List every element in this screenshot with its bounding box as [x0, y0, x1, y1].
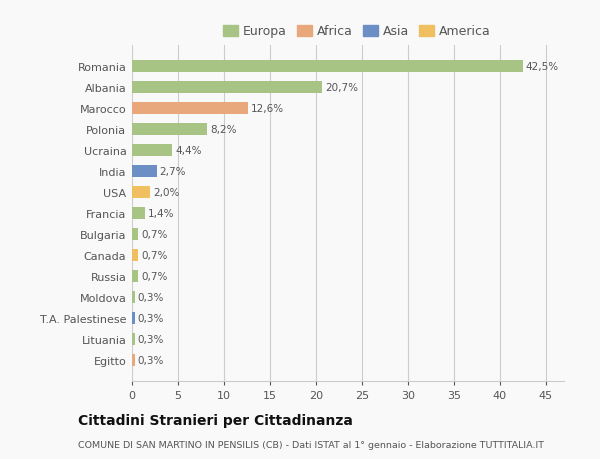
Text: 0,7%: 0,7% [141, 271, 167, 281]
Bar [132, 166, 157, 177]
Bar [132, 270, 139, 282]
Text: 0,3%: 0,3% [137, 292, 164, 302]
Text: 0,3%: 0,3% [137, 334, 164, 344]
Text: 20,7%: 20,7% [325, 83, 358, 93]
Bar [132, 229, 139, 240]
Text: 1,4%: 1,4% [148, 208, 174, 218]
Bar [132, 187, 151, 198]
Text: Cittadini Stranieri per Cittadinanza: Cittadini Stranieri per Cittadinanza [78, 414, 353, 428]
Bar [132, 61, 523, 73]
Text: 12,6%: 12,6% [251, 104, 284, 114]
Text: 4,4%: 4,4% [175, 146, 202, 156]
Bar [132, 354, 135, 366]
Legend: Europa, Africa, Asia, America: Europa, Africa, Asia, America [223, 25, 491, 38]
Bar [132, 145, 172, 157]
Bar [132, 291, 135, 303]
Bar [132, 207, 145, 219]
Bar [132, 313, 135, 324]
Text: 8,2%: 8,2% [210, 125, 236, 134]
Bar [132, 250, 139, 261]
Bar [132, 333, 135, 345]
Text: 2,7%: 2,7% [160, 167, 186, 177]
Bar [132, 82, 322, 94]
Bar [132, 103, 248, 114]
Text: 0,3%: 0,3% [137, 355, 164, 365]
Text: 2,0%: 2,0% [153, 188, 179, 197]
Text: 0,3%: 0,3% [137, 313, 164, 323]
Text: 42,5%: 42,5% [526, 62, 559, 72]
Text: COMUNE DI SAN MARTINO IN PENSILIS (CB) - Dati ISTAT al 1° gennaio - Elaborazione: COMUNE DI SAN MARTINO IN PENSILIS (CB) -… [78, 441, 544, 449]
Bar [132, 124, 208, 135]
Text: 0,7%: 0,7% [141, 230, 167, 239]
Text: 0,7%: 0,7% [141, 250, 167, 260]
